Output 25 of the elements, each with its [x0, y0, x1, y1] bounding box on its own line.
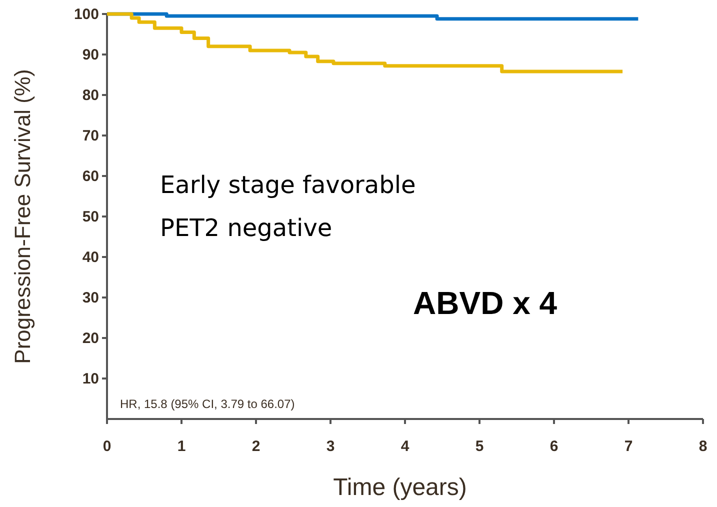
- annotation: Early stage favorable: [160, 171, 416, 199]
- y-tick-label: 90: [82, 46, 99, 64]
- x-tick-label: 8: [698, 438, 708, 455]
- x-tick-label: 7: [624, 438, 633, 455]
- y-axis-title: Progression-Free Survival (%): [10, 69, 35, 364]
- y-tick-label: 70: [82, 127, 99, 144]
- x-tick-label: 5: [475, 438, 484, 455]
- y-tick-label: 60: [82, 168, 99, 185]
- annotation: HR, 15.8 (95% CI, 3.79 to 66.07): [120, 397, 295, 411]
- x-tick-label: 4: [400, 438, 410, 455]
- y-tick-label: 40: [82, 248, 99, 266]
- x-tick-label: 1: [177, 438, 186, 455]
- x-axis-title: Time (years): [333, 474, 467, 501]
- y-tick-label: 10: [82, 370, 99, 388]
- annotation: ABVD x 4: [413, 285, 558, 321]
- x-tick-label: 6: [550, 438, 558, 455]
- x-tick-label: 3: [326, 438, 335, 455]
- y-tick-label: 20: [82, 330, 99, 347]
- y-tick-label: 50: [82, 208, 99, 226]
- y-tick-label: 80: [82, 86, 99, 104]
- y-tick-label: 30: [82, 289, 99, 306]
- x-tick-label: 2: [252, 438, 260, 455]
- y-tick-label: 100: [74, 6, 99, 23]
- x-tick-label: 0: [102, 438, 112, 455]
- annotation: PET2 negative: [160, 214, 332, 242]
